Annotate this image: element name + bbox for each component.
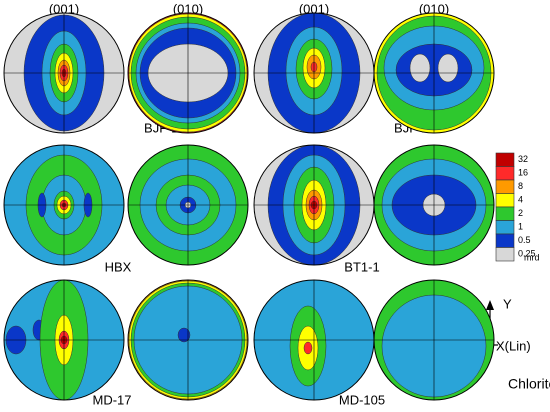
legend-label: 1 [518, 222, 523, 232]
sample-label: MD-105 [339, 392, 385, 407]
column-header: (010) [173, 1, 203, 16]
outline [373, 12, 495, 134]
mineral-label: Chlorite [508, 376, 550, 392]
sample-label: BT1-1 [344, 259, 379, 274]
legend-label: 2 [518, 208, 523, 218]
outline [3, 12, 125, 134]
outline [373, 279, 495, 401]
outline [3, 279, 125, 401]
sample-label: MD-17 [92, 392, 131, 407]
outline [127, 279, 249, 401]
contour [409, 53, 431, 83]
outline [373, 144, 495, 266]
legend-swatch [495, 206, 515, 221]
column-header: (010) [419, 1, 449, 16]
contour [303, 341, 313, 355]
sample-label: HBX [105, 259, 132, 274]
legend-label: 4 [518, 195, 523, 205]
column-header: (001) [49, 1, 79, 16]
column-header: (001) [299, 1, 329, 16]
legend-label: 32 [518, 154, 528, 164]
legend-swatch [495, 233, 515, 248]
legend-label: 8 [518, 181, 523, 191]
legend-swatch [495, 166, 515, 181]
legend-swatch [495, 193, 515, 208]
contour [177, 327, 191, 343]
legend-unit: mrd [524, 252, 540, 262]
outline [127, 12, 249, 134]
legend-swatch [495, 247, 515, 262]
legend-swatch [495, 152, 515, 167]
legend-label: 0.25 [518, 249, 536, 259]
legend-label: 0.5 [518, 235, 531, 245]
axis-label: X(Lin) [496, 338, 531, 353]
axis-label: Y [503, 296, 512, 311]
contour [437, 53, 459, 83]
outline [3, 144, 125, 266]
legend-label: 16 [518, 168, 528, 178]
outline [127, 144, 249, 266]
legend-swatch [495, 179, 515, 194]
legend-swatch [495, 220, 515, 235]
